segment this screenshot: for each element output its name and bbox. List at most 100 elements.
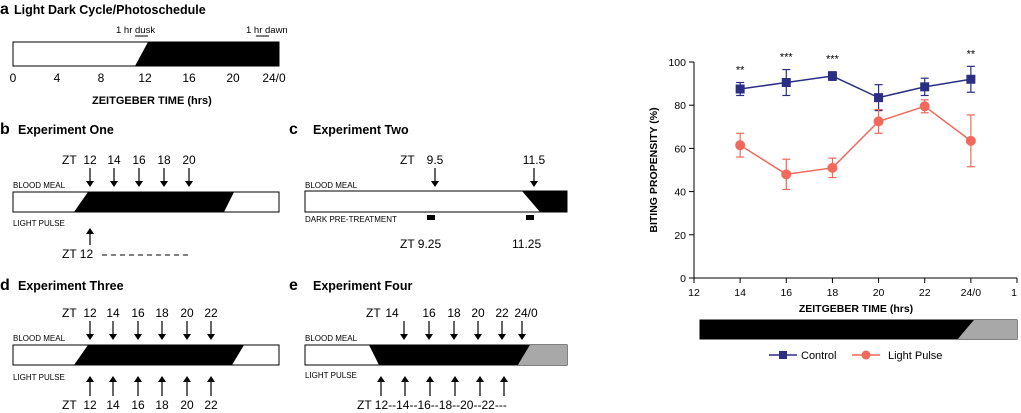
dawn-label: 1 hr dawn xyxy=(246,25,288,36)
zt-label: 24/0 xyxy=(514,306,538,320)
light-pulse-label: LIGHT PULSE xyxy=(305,371,357,380)
zt-label: 14 xyxy=(107,153,121,167)
y-axis-label: BITING PROPENSITY (%) xyxy=(648,107,660,232)
significance-label: ** xyxy=(967,48,976,60)
data-point xyxy=(781,78,791,88)
legend: Control Light Pulse xyxy=(769,350,942,362)
y-ticks: 0 20 40 60 80 100 xyxy=(668,57,694,285)
data-point xyxy=(735,140,746,151)
panel-a-axis-label: ZEITGEBER TIME (hrs) xyxy=(92,95,212,107)
tick-label: 0 xyxy=(10,71,17,85)
panel-c-letter: c xyxy=(289,121,298,138)
panel-b: b Experiment One ZT 12 14 16 18 20 BLOOD… xyxy=(0,121,280,261)
light-pulse-label: LIGHT PULSE xyxy=(13,219,65,228)
arrowheads xyxy=(377,376,508,382)
zt-label: 14 xyxy=(385,306,399,320)
dawn-ramp xyxy=(256,42,279,66)
x-ticks: 12 14 16 18 20 22 24/0 1 xyxy=(688,278,1018,299)
data-point xyxy=(919,101,930,112)
panel-c: c Experiment Two ZT 9.5 11.5 BLOOD MEAL … xyxy=(289,121,568,251)
tick-label: 4 xyxy=(54,71,61,85)
data-point xyxy=(827,71,837,81)
dark-pretreatment-mark xyxy=(427,215,435,220)
panel-d-letter: d xyxy=(0,277,10,294)
zt-prefix: ZT xyxy=(400,153,415,167)
dark-phase xyxy=(135,42,279,66)
blood-meal-arrows xyxy=(89,321,212,338)
exp-four-light-phase xyxy=(518,345,567,365)
y-tick-label: 80 xyxy=(674,100,686,112)
zt-label: 18 xyxy=(155,306,169,320)
legend-light-pulse-label: Light Pulse xyxy=(888,350,942,362)
tick-label: 20 xyxy=(226,71,240,85)
legend-control-marker xyxy=(779,351,787,359)
light-pulse-label: LIGHT PULSE xyxy=(13,373,65,382)
x-tick-label: 1 xyxy=(1011,287,1017,299)
arrowhead xyxy=(431,181,439,187)
tick-label: 8 xyxy=(98,71,105,85)
exp-one-dark xyxy=(74,192,234,212)
zt-label: 16 xyxy=(132,153,146,167)
blood-meal-label: BLOOD MEAL xyxy=(305,334,358,343)
dark-pre-label: DARK PRE-TREATMENT xyxy=(305,215,397,224)
x-tick-label: 14 xyxy=(734,287,746,299)
series-layer xyxy=(735,65,976,191)
panel-d-title: Experiment Three xyxy=(18,279,124,293)
arrowheads xyxy=(86,376,215,382)
data-point xyxy=(873,116,884,127)
zt-prefix: ZT xyxy=(62,153,77,167)
data-point xyxy=(966,74,976,84)
panel-a: a Light Dark Cycle/Photoschedule 1 hr du… xyxy=(0,1,288,107)
series-light-pulse xyxy=(735,99,976,191)
pulse-arrowhead xyxy=(86,228,94,234)
zt-label: 22 xyxy=(204,306,218,320)
series-line xyxy=(739,105,972,176)
zt-label: 20 xyxy=(180,398,194,412)
zt-label: 12 xyxy=(83,398,97,412)
data-point xyxy=(781,169,792,180)
x-tick-label: 20 xyxy=(873,287,885,299)
chart-dark-phase xyxy=(700,320,974,339)
pre-label: 11.25 xyxy=(512,237,541,251)
zt-label: 22 xyxy=(204,398,218,412)
zt-label: 22 xyxy=(495,306,509,320)
tick-label: 12 xyxy=(138,71,152,85)
zt-prefix: ZT xyxy=(366,306,381,320)
x-tick-label: 22 xyxy=(919,287,931,299)
zt-prefix: ZT xyxy=(62,306,77,320)
dark-pretreatment-mark xyxy=(526,215,534,220)
significance-label: ** xyxy=(736,65,745,77)
y-tick-label: 20 xyxy=(674,230,686,242)
dusk-label: 1 hr dusk xyxy=(116,25,155,36)
legend-control-label: Control xyxy=(801,350,836,362)
zt-prefix: ZT xyxy=(62,398,77,412)
panel-b-letter: b xyxy=(0,121,10,138)
data-point xyxy=(735,84,745,94)
y-tick-label: 60 xyxy=(674,143,686,155)
arrowheads xyxy=(86,334,215,340)
zt-label: 18 xyxy=(157,153,171,167)
chart-light-phase xyxy=(958,320,1017,339)
zt-label: 18 xyxy=(447,306,461,320)
pre-label: ZT 9.25 xyxy=(400,237,441,251)
series-line xyxy=(740,75,971,99)
exp-three-dark xyxy=(74,345,244,365)
panel-a-letter: a xyxy=(0,1,9,18)
significance-label: *** xyxy=(780,52,794,64)
x-axis-label: ZEITGEBER TIME (hrs) xyxy=(799,303,913,315)
x-tick-label: 12 xyxy=(688,287,700,299)
data-point xyxy=(827,162,838,173)
x-tick-label: 24/0 xyxy=(961,287,982,299)
zt-label: 11.5 xyxy=(523,153,546,167)
panel-e-title: Experiment Four xyxy=(313,279,412,293)
data-point xyxy=(874,93,884,103)
tick-label: 24/0 xyxy=(262,71,286,85)
pulse-label: ZT 12 xyxy=(62,247,93,261)
significance-layer: ***** *** ** xyxy=(736,48,976,76)
exp-four-dark xyxy=(369,345,530,365)
light-pulse-times: ZT 12--14--16--18--20--22--- xyxy=(357,398,507,412)
blood-meal-label: BLOOD MEAL xyxy=(13,334,66,343)
panel-e-letter: e xyxy=(289,277,298,294)
zt-label: 16 xyxy=(131,306,145,320)
